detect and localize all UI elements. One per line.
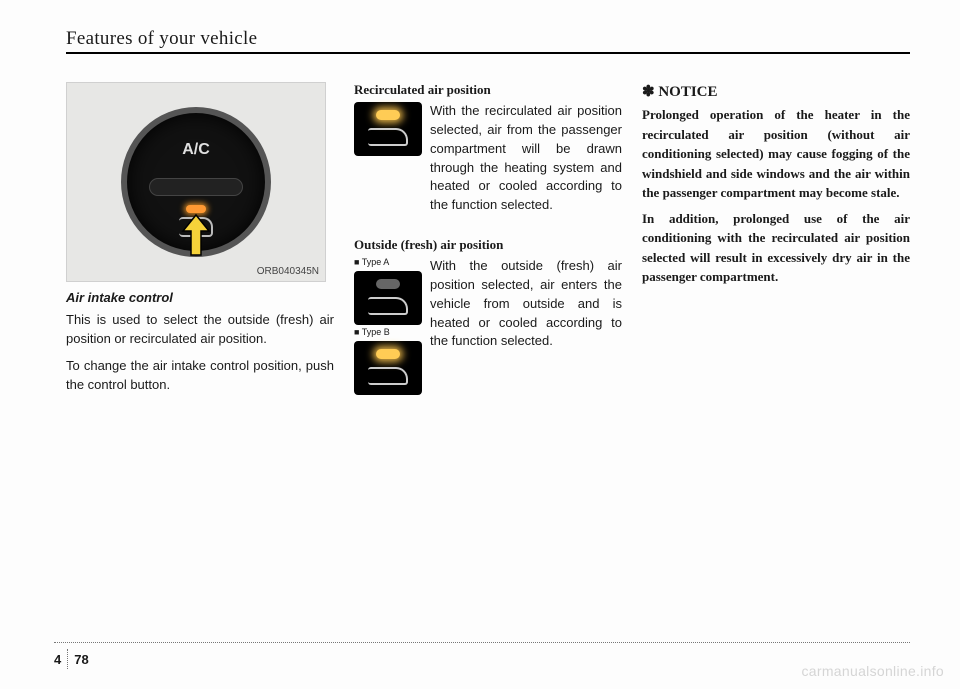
outside-button-type-b-icon bbox=[354, 341, 422, 395]
outside-icon-stack: ■ Type A ■ Type B bbox=[354, 257, 422, 395]
chapter-title: Features of your vehicle bbox=[66, 28, 910, 50]
notice-label: NOTICE bbox=[658, 84, 717, 100]
ac-label: A/C bbox=[127, 141, 265, 159]
recirc-led-icon bbox=[376, 110, 400, 120]
outside-button-type-a-icon bbox=[354, 271, 422, 325]
notice-paragraph-1: Prolonged operation of the heater in the… bbox=[642, 105, 910, 203]
watermark: carmanualsonline.info bbox=[802, 663, 945, 679]
type-b-label: ■ Type B bbox=[354, 327, 422, 337]
outside-heading: Outside (fresh) air position bbox=[354, 237, 622, 253]
column-3: ✽ NOTICE Prolonged operation of the heat… bbox=[642, 82, 910, 417]
recirc-text: With the recirculated air position selec… bbox=[430, 102, 622, 215]
header-rule bbox=[66, 52, 910, 54]
outside-text: With the outside (fresh) air position se… bbox=[430, 257, 622, 395]
notice-symbol-icon: ✽ bbox=[642, 84, 655, 100]
notice-heading: ✽ NOTICE bbox=[642, 82, 910, 101]
air-intake-subhead: Air intake control bbox=[66, 290, 334, 305]
column-2: Recirculated air position With the recir… bbox=[354, 82, 622, 417]
page-numbers: 4 78 bbox=[54, 649, 910, 669]
figure-code: ORB040345N bbox=[257, 266, 319, 277]
section-number: 4 bbox=[54, 652, 61, 667]
page-footer: 4 78 bbox=[54, 642, 910, 669]
dial-slot-icon bbox=[149, 178, 243, 196]
recirc-button-icon bbox=[354, 102, 422, 156]
indicator-led-icon bbox=[186, 205, 206, 213]
notice-paragraph-2: In addition, prolonged use of the air co… bbox=[642, 209, 910, 287]
pagenum-separator-icon bbox=[67, 649, 68, 669]
outside-led-off-icon bbox=[376, 279, 400, 289]
type-a-label: ■ Type A bbox=[354, 257, 422, 267]
outside-led-on-icon bbox=[376, 349, 400, 359]
recirc-car-icon bbox=[368, 128, 408, 146]
column-1: A/C ORB040345N Air intake control This i… bbox=[66, 82, 334, 417]
recirc-row: With the recirculated air position selec… bbox=[354, 102, 622, 215]
pointer-arrow-icon bbox=[179, 213, 213, 257]
footer-dotted-rule bbox=[54, 642, 910, 643]
outside-row: ■ Type A ■ Type B With the outside (fres… bbox=[354, 257, 622, 395]
outside-car-icon bbox=[368, 297, 408, 315]
manual-page: Features of your vehicle A/C ORB040345N … bbox=[0, 0, 960, 689]
air-intake-para-2: To change the air intake control positio… bbox=[66, 357, 334, 395]
content-columns: A/C ORB040345N Air intake control This i… bbox=[66, 82, 910, 417]
air-intake-figure: A/C ORB040345N bbox=[66, 82, 326, 282]
air-intake-para-1: This is used to select the outside (fres… bbox=[66, 311, 334, 349]
recirc-heading: Recirculated air position bbox=[354, 82, 622, 98]
outside-car-icon-b bbox=[368, 367, 408, 385]
page-number: 78 bbox=[74, 652, 88, 667]
